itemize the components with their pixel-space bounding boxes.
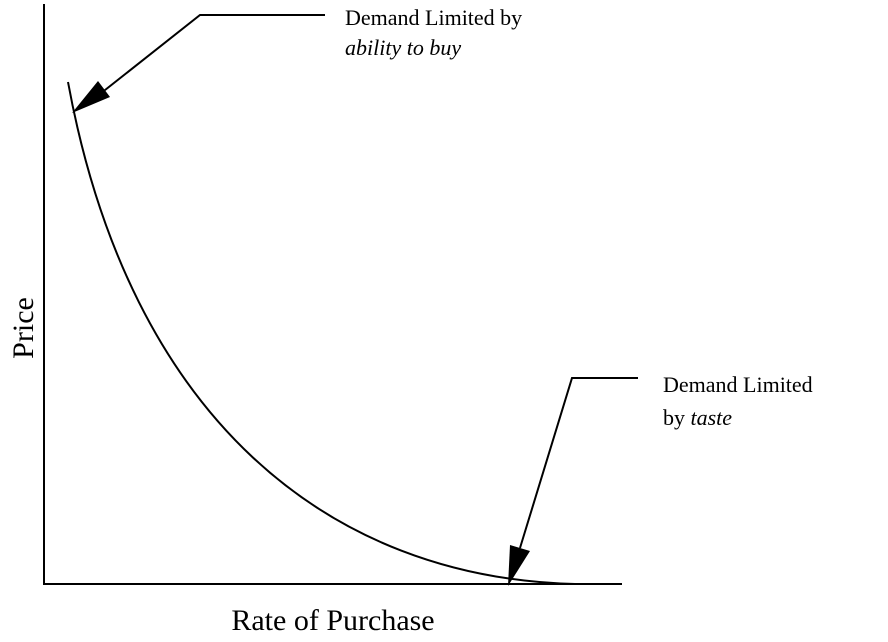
axes	[43, 4, 622, 585]
y-axis-label: Price	[7, 297, 40, 359]
leader-2	[519, 377, 638, 549]
annotation-text: Demand Limited	[663, 372, 813, 397]
demand-curve	[67, 81, 576, 585]
leader-1	[99, 14, 325, 95]
arrowhead-2	[508, 545, 530, 586]
annotation-emphasis: taste	[691, 405, 733, 430]
arrowhead-1	[72, 81, 110, 113]
x-axis-label: Rate of Purchase	[231, 604, 434, 637]
annotation-text: Demand Limited by	[345, 5, 522, 30]
annotation-text: by taste	[663, 405, 732, 430]
annotation-text: by	[663, 405, 685, 430]
annotation-emphasis: ability to buy	[345, 35, 461, 60]
